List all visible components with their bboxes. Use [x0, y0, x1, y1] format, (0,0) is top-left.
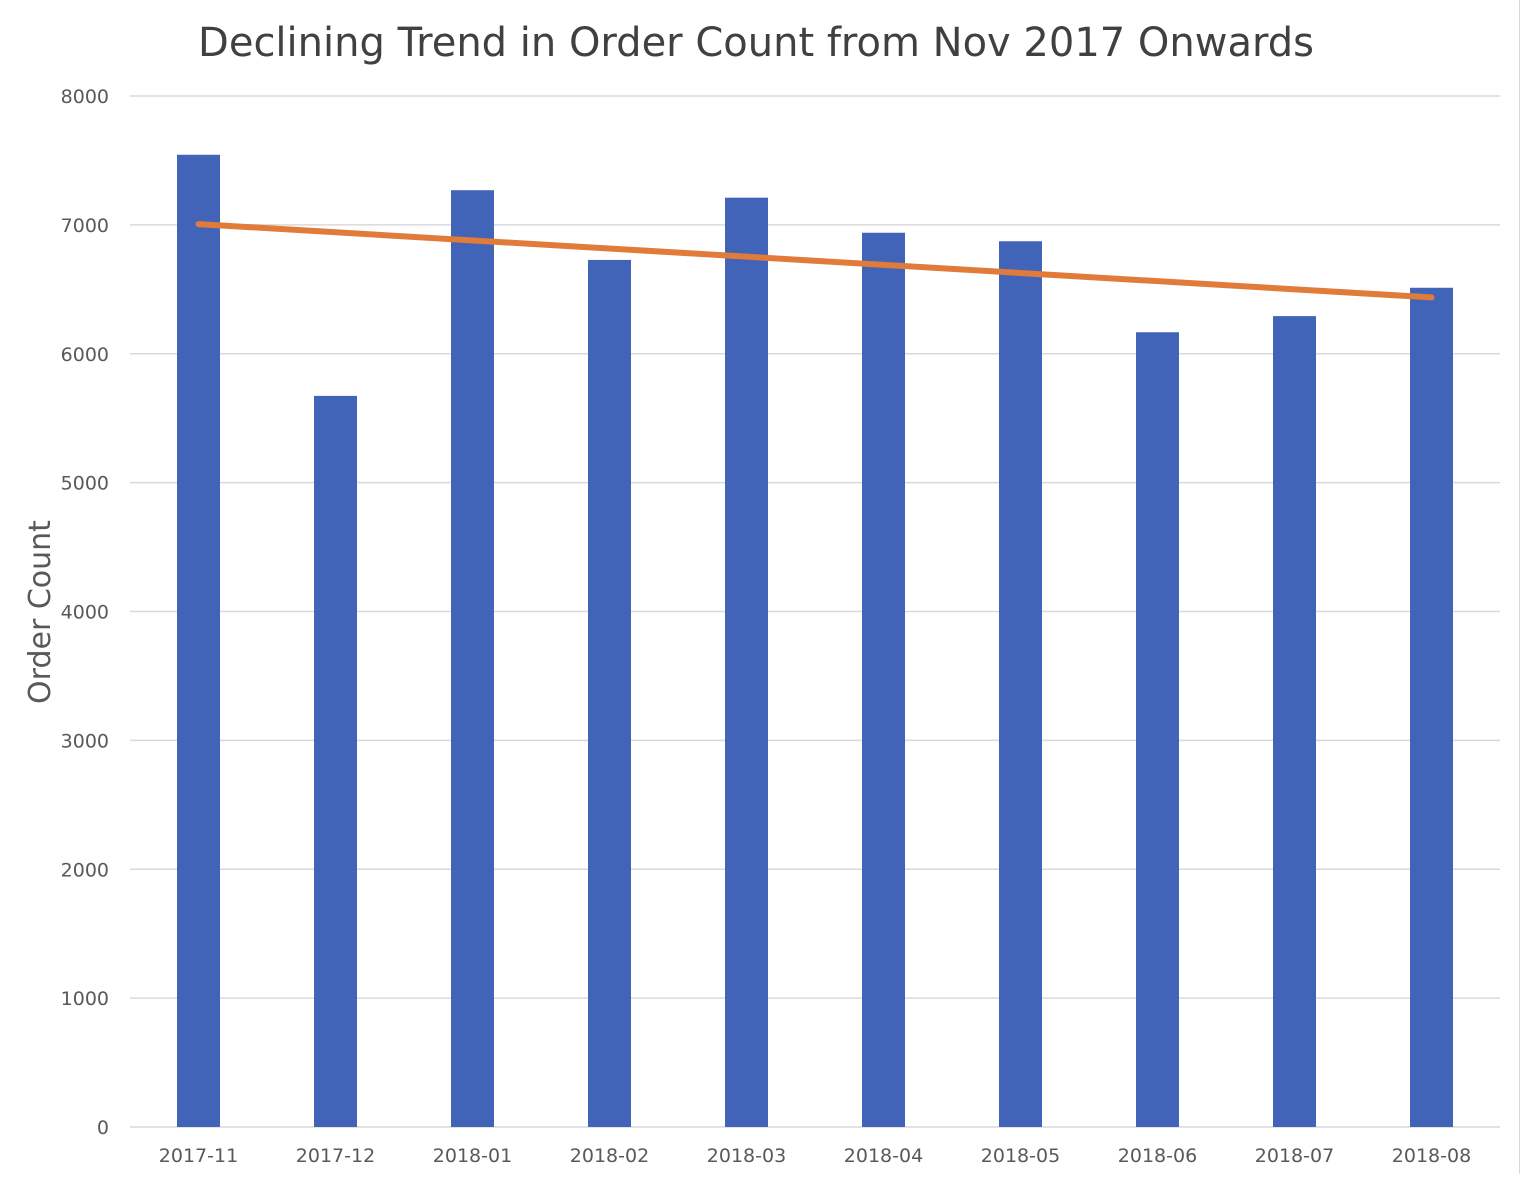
- bars: [177, 154, 1453, 1128]
- x-tick-label: 2018-08: [1392, 1145, 1471, 1167]
- x-tick-label: 2018-02: [570, 1145, 649, 1167]
- x-tick-label: 2018-06: [1118, 1145, 1197, 1167]
- bar-2017-11: [177, 154, 220, 1128]
- bar-2018-04: [862, 232, 905, 1127]
- bar-2018-08: [1410, 287, 1453, 1127]
- y-tick-label: 6000: [61, 344, 109, 366]
- x-tick-label: 2018-04: [844, 1145, 923, 1167]
- trendline: [195, 221, 1435, 301]
- x-tick-label: 2017-11: [159, 1145, 238, 1167]
- x-tick-label: 2018-03: [707, 1145, 786, 1167]
- bar-2018-02: [588, 259, 631, 1128]
- y-tick-label: 5000: [61, 473, 109, 495]
- y-axis-label: Order Count: [23, 520, 58, 704]
- y-tick-label: 2000: [61, 859, 109, 881]
- x-tick-label: 2018-07: [1255, 1145, 1334, 1167]
- bar-2017-12: [314, 395, 357, 1128]
- x-tick-label: 2018-05: [981, 1145, 1060, 1167]
- bar-2018-07: [1273, 316, 1316, 1127]
- gridlines: [130, 95, 1500, 1128]
- y-tick-label: 4000: [61, 602, 109, 624]
- y-tick-label: 8000: [61, 86, 109, 108]
- x-tick-label: 2017-12: [296, 1145, 375, 1167]
- y-axis-ticks: 0 1000 2000 3000 4000 5000 6000 7000 8000: [61, 86, 109, 1139]
- y-tick-label: 0: [97, 1117, 109, 1139]
- x-axis-ticks: 2017-11 2017-12 2018-01 2018-02 2018-03 2018-…: [159, 1145, 1471, 1167]
- bar-2018-01: [451, 190, 494, 1127]
- bar-2018-03: [725, 197, 768, 1127]
- bar-2018-06: [1136, 332, 1179, 1127]
- y-tick-label: 3000: [61, 730, 109, 752]
- y-tick-label: 7000: [61, 215, 109, 237]
- trendline-layer: [195, 221, 1435, 301]
- y-tick-label: 1000: [61, 988, 109, 1010]
- x-tick-label: 2018-01: [433, 1145, 512, 1167]
- chart-title: Declining Trend in Order Count from Nov …: [198, 20, 1314, 66]
- chart-border-right: [1519, 0, 1520, 1174]
- bar-2018-05: [999, 241, 1042, 1127]
